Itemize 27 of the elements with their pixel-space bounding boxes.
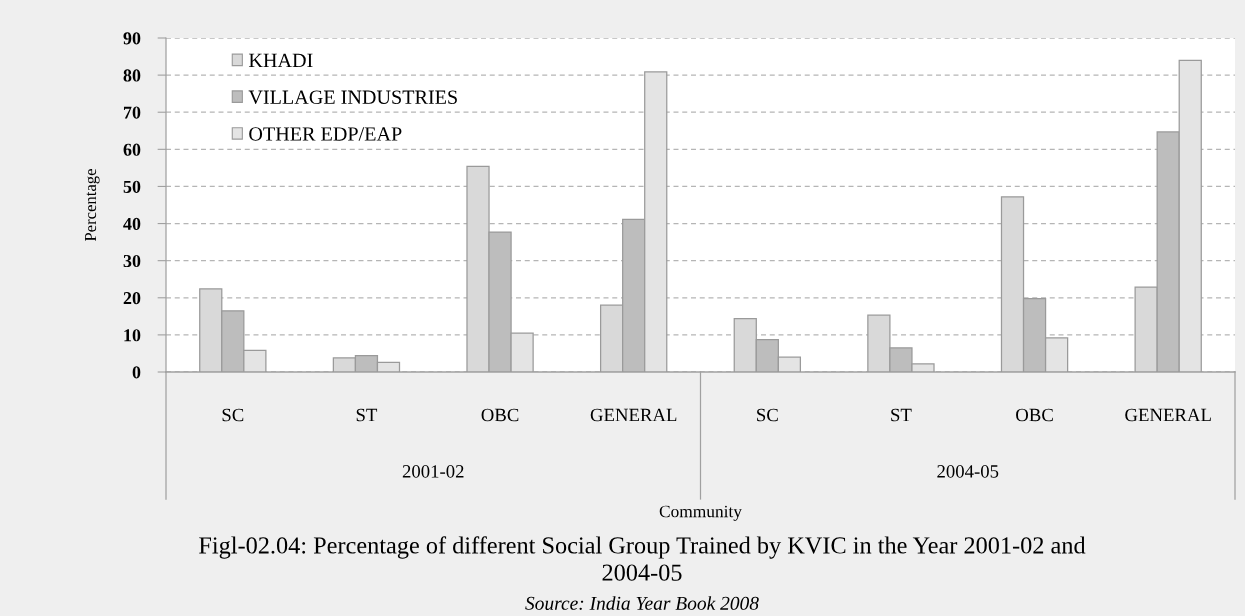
y-tick-label: 80 [123, 69, 141, 82]
x-axis-title: Community [659, 505, 742, 521]
x-tick-label: SC [222, 408, 244, 422]
y-tick-label: 20 [123, 292, 141, 305]
legend-label: OTHER EDP/EAP [249, 127, 402, 141]
y-axis-title: Percentage [85, 169, 100, 242]
y-tick-label: 70 [123, 106, 141, 119]
x-tick-label: GENERAL [1125, 408, 1211, 422]
x-tick-label: ST [891, 408, 912, 422]
x-tick-label: OBC [481, 408, 519, 422]
x-tick-label: GENERAL [590, 408, 677, 422]
y-tick-label: 50 [123, 180, 141, 193]
x-tick-label: OBC [1016, 408, 1053, 422]
legend-label: VILLAGE INDUSTRIES [248, 90, 457, 105]
legend-label: KHADI [248, 53, 313, 68]
y-tick-label: 40 [123, 217, 141, 230]
text: Figl-02.04: Percentage of different Social Group Trained by KVIC in the Year 2001-02 and 2004-05 [199, 536, 1086, 581]
y-tick-label: 60 [123, 143, 141, 156]
x-tick-label: SC [757, 408, 778, 422]
text: 2004-05 [937, 465, 999, 478]
y-tick-label: 30 [123, 254, 141, 268]
y-tick-label: 90 [123, 32, 141, 45]
source-note: Source: India Year Book 2008 [525, 596, 759, 610]
x-tick-label: ST [356, 408, 378, 422]
y-tick-label: 0 [132, 366, 141, 379]
text: 2001-02 [402, 465, 464, 478]
y-tick-label: 10 [124, 329, 141, 342]
